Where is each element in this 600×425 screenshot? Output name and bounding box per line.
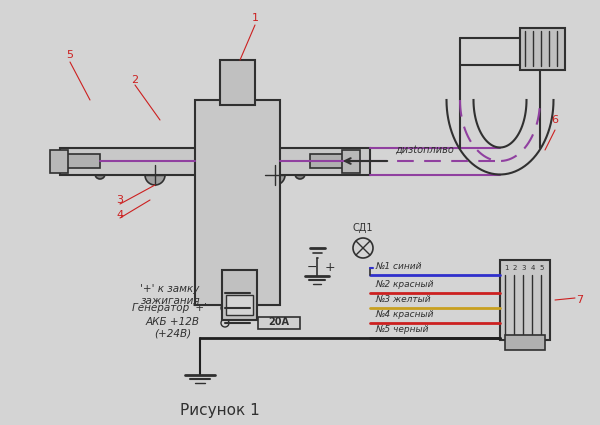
Text: 4: 4 <box>116 210 124 220</box>
Circle shape <box>353 238 373 258</box>
Text: '+' к замку
зажигания: '+' к замку зажигания <box>140 284 200 306</box>
Text: №3 желтый: №3 желтый <box>375 295 431 304</box>
Text: СД1: СД1 <box>353 223 373 233</box>
Text: 1: 1 <box>251 13 259 23</box>
Text: 3: 3 <box>522 265 526 271</box>
Circle shape <box>95 169 105 179</box>
Bar <box>258 317 300 329</box>
Bar <box>226 295 253 315</box>
Text: 1: 1 <box>504 265 508 271</box>
Text: 5: 5 <box>67 50 74 60</box>
Text: −: − <box>307 261 317 274</box>
Circle shape <box>95 148 105 158</box>
Text: 2: 2 <box>513 265 517 271</box>
Text: №1 синий: №1 синий <box>375 262 421 271</box>
Text: №5 черный: №5 черный <box>375 325 428 334</box>
Text: Рисунок 1: Рисунок 1 <box>180 402 260 417</box>
Text: 2: 2 <box>131 75 139 85</box>
Bar <box>222 270 257 320</box>
Text: №4 красный: №4 красный <box>375 310 433 319</box>
Bar <box>310 154 350 168</box>
Bar <box>500 260 550 340</box>
Text: АКБ +12В
(+24В): АКБ +12В (+24В) <box>146 317 200 339</box>
Text: 3: 3 <box>116 195 124 205</box>
Text: №2 красный: №2 красный <box>375 280 433 289</box>
Circle shape <box>265 165 285 185</box>
Bar <box>342 150 360 173</box>
Text: дизtопливо: дизtопливо <box>395 145 454 155</box>
Text: 6: 6 <box>551 115 559 125</box>
Bar <box>520 28 565 70</box>
Text: +: + <box>325 261 335 274</box>
Circle shape <box>295 169 305 179</box>
Circle shape <box>230 73 244 87</box>
Text: 5: 5 <box>540 265 544 271</box>
Bar <box>60 154 100 168</box>
Circle shape <box>145 165 165 185</box>
Circle shape <box>295 148 305 158</box>
Text: 20А: 20А <box>269 317 290 327</box>
Text: 7: 7 <box>577 295 584 305</box>
Bar <box>505 335 545 350</box>
Bar <box>220 60 255 105</box>
Bar <box>195 100 280 305</box>
Bar <box>60 148 370 175</box>
Bar <box>50 150 68 173</box>
Circle shape <box>225 68 249 92</box>
Text: 4: 4 <box>531 265 535 271</box>
Text: Генератор '+': Генератор '+' <box>132 303 210 313</box>
